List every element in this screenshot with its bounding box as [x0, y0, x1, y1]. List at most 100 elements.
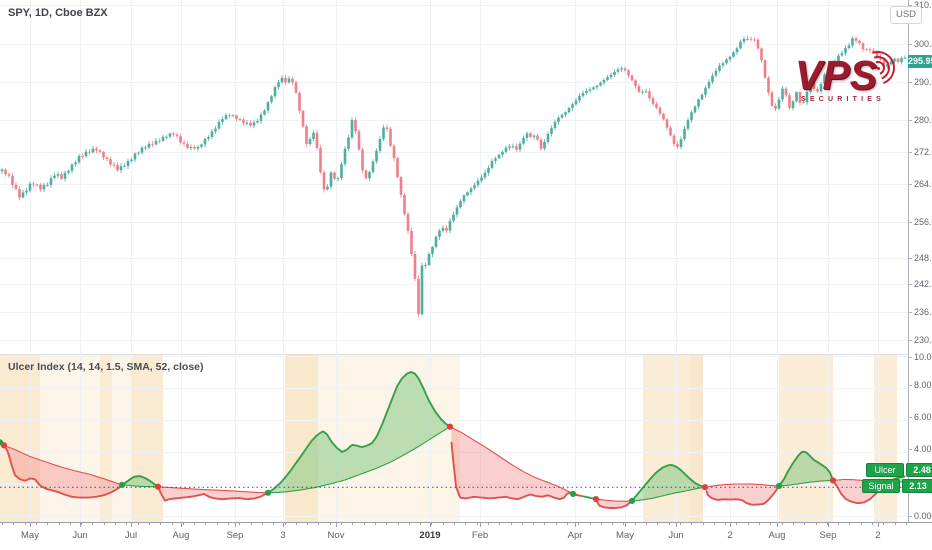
time-minor-tick — [522, 523, 523, 525]
time-minor-tick — [70, 523, 71, 525]
time-minor-tick — [669, 523, 670, 525]
time-minor-tick — [364, 523, 365, 525]
time-tick-label: Feb — [471, 530, 489, 541]
time-tick-label: Aug — [768, 530, 786, 541]
time-minor-tick — [104, 523, 105, 525]
time-tick-label: Apr — [567, 530, 583, 541]
time-minor-tick — [533, 523, 534, 525]
time-minor-tick — [443, 523, 444, 525]
time-minor-tick — [194, 523, 195, 525]
time-minor-tick — [782, 523, 783, 525]
price-tick-label: 256.00 — [908, 217, 932, 227]
time-minor-tick — [172, 523, 173, 525]
time-minor-tick — [748, 523, 749, 525]
time-minor-tick — [816, 523, 817, 525]
time-axis[interactable]: May Jun Jul Aug Sep 3 Nov 2019 Feb Apr May Jun 2 Aug S… — [0, 522, 932, 550]
time-minor-tick — [420, 523, 421, 525]
time-tick-label: Jun — [72, 530, 88, 541]
time-tick-label: May — [21, 530, 39, 541]
time-minor-tick — [341, 523, 342, 525]
time-minor-tick — [895, 523, 896, 525]
time-minor-tick — [375, 523, 376, 525]
price-tick-label: 264.00 — [908, 179, 932, 189]
price-tick-label: 310.00 — [908, 0, 932, 10]
time-minor-tick — [567, 523, 568, 525]
last-price-badge: 295.95 — [908, 55, 932, 68]
candlestick-chart[interactable] — [0, 0, 908, 354]
time-tick — [80, 523, 81, 527]
time-tick — [30, 523, 31, 527]
time-tick-label: Sep — [226, 530, 244, 541]
time-minor-tick — [725, 523, 726, 525]
time-minor-tick — [691, 523, 692, 525]
time-minor-tick — [262, 523, 263, 525]
price-tick-label: 248.50 — [908, 253, 932, 263]
price-tick-label: 300.00 — [908, 39, 932, 49]
time-tick-label: May — [616, 530, 634, 541]
time-minor-tick — [386, 523, 387, 525]
time-minor-tick — [228, 523, 229, 525]
price-tick-label: 236.50 — [908, 307, 932, 317]
time-tick — [235, 523, 236, 527]
time-tick — [878, 523, 879, 527]
time-minor-tick — [635, 523, 636, 525]
time-minor-tick — [251, 523, 252, 525]
time-minor-tick — [115, 523, 116, 525]
time-minor-tick — [149, 523, 150, 525]
signal-value-badge: Signal 2.13 — [862, 479, 932, 493]
time-minor-tick — [703, 523, 704, 525]
time-tick — [575, 523, 576, 527]
time-minor-tick — [431, 523, 432, 525]
time-minor-tick — [838, 523, 839, 525]
watermark-subtext: SECURITIES — [801, 96, 886, 103]
time-minor-tick — [657, 523, 658, 525]
symbol-title[interactable]: SPY, 1D, Cboe BZX — [8, 7, 108, 19]
time-minor-tick — [183, 523, 184, 525]
time-minor-tick — [804, 523, 805, 525]
indicator-title[interactable]: Ulcer Index (14, 14, 1.5, SMA, 52, close… — [8, 361, 204, 373]
time-minor-tick — [454, 523, 455, 525]
time-minor-tick — [544, 523, 545, 525]
watermark-logo-text: VPS — [795, 52, 878, 98]
pane-separator[interactable] — [0, 354, 908, 355]
price-tick-label: 272.00 — [908, 147, 932, 157]
ulcer-badge-value: 2.48 — [906, 463, 932, 477]
time-minor-tick — [861, 523, 862, 525]
price-tick-label: 6.00 — [908, 412, 932, 422]
currency-button[interactable]: USD — [890, 6, 922, 24]
time-minor-tick — [623, 523, 624, 525]
time-minor-tick — [47, 523, 48, 525]
time-minor-tick — [680, 523, 681, 525]
price-tick-label: 0.00 — [908, 511, 932, 521]
time-tick-label: Sep — [819, 530, 837, 541]
price-tick-label: 10.00 — [908, 352, 932, 362]
price-tick-label: 8.00 — [908, 380, 932, 390]
price-axis[interactable]: 310.00 300.00 290.00 280.00 272.00 264.00 256.… — [908, 0, 932, 522]
signal-arcs-icon — [855, 45, 901, 91]
time-minor-tick — [556, 523, 557, 525]
time-tick-label: Jun — [668, 530, 684, 541]
time-minor-tick — [612, 523, 613, 525]
time-minor-tick — [205, 523, 206, 525]
ulcer-index-chart[interactable] — [0, 354, 908, 522]
time-minor-tick — [217, 523, 218, 525]
time-tick-label: Aug — [172, 530, 190, 541]
time-minor-tick — [793, 523, 794, 525]
time-minor-tick — [2, 523, 3, 525]
time-tick-label: Jul — [124, 530, 138, 541]
time-minor-tick — [239, 523, 240, 525]
time-minor-tick — [770, 523, 771, 525]
time-minor-tick — [759, 523, 760, 525]
time-minor-tick — [307, 523, 308, 525]
time-tick — [777, 523, 778, 527]
time-minor-tick — [352, 523, 353, 525]
time-tick — [480, 523, 481, 527]
time-minor-tick — [872, 523, 873, 525]
time-minor-tick — [488, 523, 489, 525]
time-tick-label: Nov — [327, 530, 345, 541]
price-tick-label: 290.00 — [908, 77, 932, 87]
price-tick-label: 280.00 — [908, 115, 932, 125]
time-minor-tick — [511, 523, 512, 525]
time-tick-label: 2 — [727, 530, 733, 541]
